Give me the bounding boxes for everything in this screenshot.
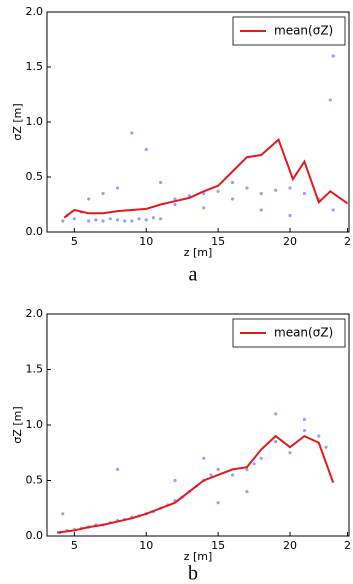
scatter-point — [302, 428, 307, 433]
scatter-point — [274, 412, 278, 416]
scatter-point — [317, 434, 321, 438]
scatter-point — [245, 490, 249, 494]
scatter-point — [72, 217, 76, 221]
scatter-point — [288, 186, 292, 190]
scatter-point — [331, 208, 335, 212]
scatter-point — [302, 417, 307, 422]
scatter-point — [209, 473, 213, 477]
x-tick-label: 2 — [344, 539, 351, 552]
legend-label: mean(σZ) — [274, 24, 333, 38]
scatter-point — [288, 213, 292, 218]
scatter-point — [259, 456, 263, 460]
scatter-point — [245, 186, 249, 190]
x-tick-label: 15 — [211, 235, 225, 248]
mean-line — [63, 137, 349, 219]
mean-line — [56, 434, 335, 534]
x-tick-label: 20 — [283, 235, 297, 248]
scatter-point — [87, 219, 91, 223]
scatter-point — [173, 197, 177, 201]
y-tick-label: 0.5 — [26, 170, 44, 183]
scatter-point — [331, 54, 335, 58]
x-axis-label: z [m] — [184, 550, 213, 563]
scatter-point — [252, 462, 256, 466]
scatter-point — [130, 131, 134, 135]
x-axis-label: z [m] — [184, 246, 213, 259]
x-tick-label: 15 — [211, 539, 225, 552]
scatter-point — [259, 191, 263, 196]
caption: a — [189, 264, 198, 286]
scatter-point — [274, 440, 278, 444]
scatter-point — [101, 191, 105, 196]
scatter-point — [216, 189, 220, 193]
y-axis-label: σZ [m] — [11, 406, 24, 443]
y-tick-label: 2.0 — [26, 5, 44, 18]
x-tick-label: 10 — [139, 539, 153, 552]
x-tick-label: 2 — [344, 235, 351, 248]
scatter-point — [328, 98, 332, 102]
y-tick-label: 1.5 — [26, 60, 44, 73]
scatter-point — [173, 202, 177, 207]
scatter-point — [87, 197, 91, 201]
scatter-point — [230, 197, 235, 201]
x-tick-label: 20 — [283, 539, 297, 552]
y-tick-label: 0.0 — [26, 225, 44, 238]
scatter-point — [137, 217, 141, 221]
scatter-point — [115, 467, 120, 471]
scatter-point — [259, 208, 263, 212]
scatter-point — [324, 445, 328, 449]
x-tick-label: 10 — [139, 235, 153, 248]
y-tick-label: 1.5 — [26, 363, 44, 376]
scatter-point — [216, 501, 220, 505]
scatter-point — [274, 188, 278, 192]
scatter-point — [144, 147, 148, 152]
scatter-point — [115, 218, 120, 222]
y-tick-label: 1.0 — [26, 418, 44, 431]
scatter-point — [61, 512, 65, 516]
scatter-point — [159, 217, 163, 221]
y-axis-label: σZ [m] — [11, 103, 24, 140]
x-tick-label: 5 — [71, 539, 78, 552]
scatter-point — [159, 180, 163, 185]
scatter-point — [144, 218, 148, 222]
scatter-point — [130, 219, 134, 223]
scatter-point — [115, 186, 120, 190]
x-tick-label: 5 — [71, 235, 78, 248]
scatter-point — [202, 206, 206, 210]
y-tick-label: 0.0 — [26, 529, 44, 542]
y-tick-label: 1.0 — [26, 115, 44, 128]
caption: b — [188, 563, 198, 584]
scatter-point — [230, 180, 235, 185]
legend-box — [232, 16, 346, 46]
scatter-point — [173, 478, 177, 483]
scatter-point — [61, 219, 65, 223]
scatter-point — [202, 456, 206, 460]
scatter-point — [101, 219, 105, 223]
y-tick-label: 2.0 — [26, 307, 44, 320]
scatter-point — [108, 217, 112, 221]
legend-label: mean(σZ) — [274, 326, 333, 340]
scatter-point — [94, 218, 98, 222]
scatter-point — [245, 467, 249, 471]
scatter-point — [302, 191, 307, 196]
scatter-point — [123, 219, 127, 223]
y-tick-label: 0.5 — [26, 474, 44, 487]
scatter-point — [151, 216, 156, 220]
scatter-point — [230, 473, 235, 477]
scatter-point — [288, 451, 292, 455]
scatter-point — [216, 467, 220, 471]
